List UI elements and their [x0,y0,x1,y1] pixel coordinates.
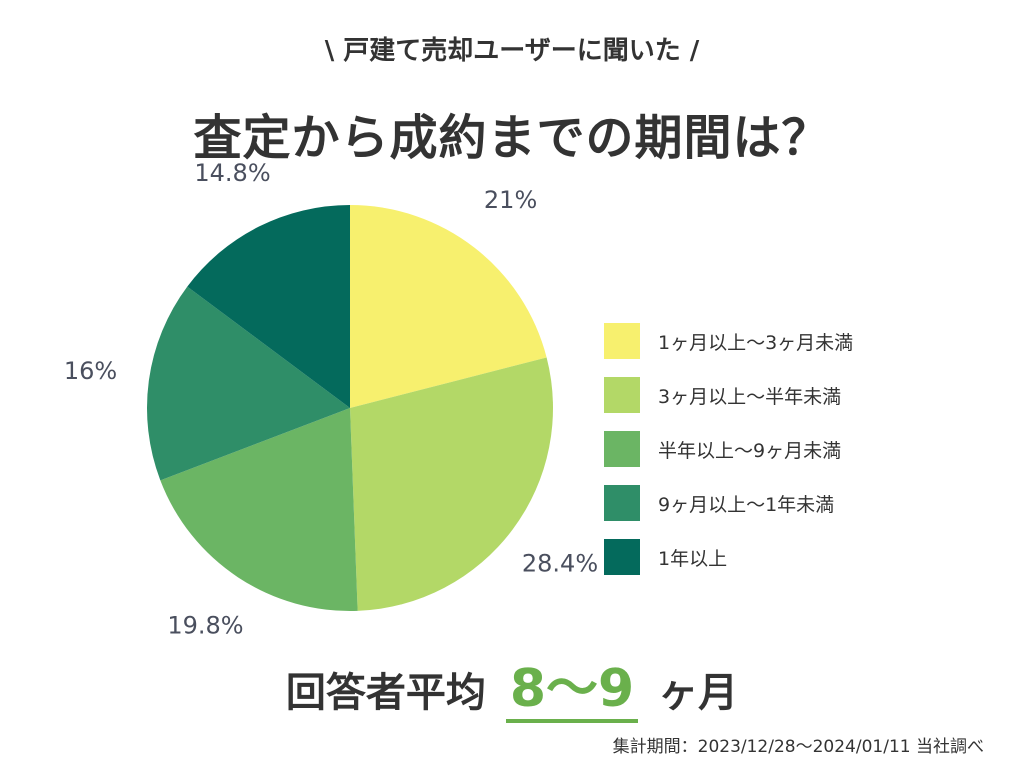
summary-value: 8〜9 [505,659,639,723]
survey-period-note: 集計期間：2023/12/28〜2024/01/11 当社調べ [612,737,984,757]
legend-label: 1年以上 [658,547,728,570]
survey-subtitle: \ 戸建て売却ユーザーに聞いた / [324,36,700,66]
legend-item-1: 1ヶ月以上〜3ヶ月未満 [604,322,853,360]
pie-slice-1 [350,205,547,408]
summary-suffix: ヶ月 [658,670,739,716]
legend-swatch [604,377,640,413]
pie-label-2: 28.4% [522,550,598,578]
legend-label: 1ヶ月以上〜3ヶ月未満 [658,331,854,354]
legend-label: 3ヶ月以上〜半年未満 [658,385,842,408]
legend-swatch [604,431,640,467]
pie-label-5: 14.8% [194,159,270,187]
legend-item-2: 3ヶ月以上〜半年未満 [604,376,853,414]
legend-item-3: 半年以上〜9ヶ月未満 [604,430,853,468]
summary-prefix: 回答者平均 [285,670,486,716]
chart-legend: 1ヶ月以上〜3ヶ月未満 3ヶ月以上〜半年未満 半年以上〜9ヶ月未満 9ヶ月以上〜1年未… [604,322,853,592]
legend-label: 9ヶ月以上〜1年未満 [658,493,835,516]
average-summary: 回答者平均 8〜9 ヶ月 [0,646,1024,723]
pie-label-1: 21% [484,186,537,214]
legend-item-4: 9ヶ月以上〜1年未満 [604,484,853,522]
chart-title: 査定から成約までの期間は？ [193,110,831,166]
legend-swatch [604,485,640,521]
pie-slice-4 [147,286,350,481]
legend-swatch [604,323,640,359]
pie-label-3: 19.8% [167,612,243,640]
pie-slice-5 [187,205,350,408]
legend-label: 半年以上〜9ヶ月未満 [658,439,842,462]
pie-slice-2 [350,357,553,611]
legend-swatch [604,539,640,575]
pie-label-4: 16% [64,357,117,385]
pie-slices [147,205,553,612]
pie-slice-3 [160,408,358,612]
legend-item-5: 1年以上 [604,538,853,576]
pie-percent-labels: 21% 28.4% 19.8% 16% 14.8% [64,159,598,640]
